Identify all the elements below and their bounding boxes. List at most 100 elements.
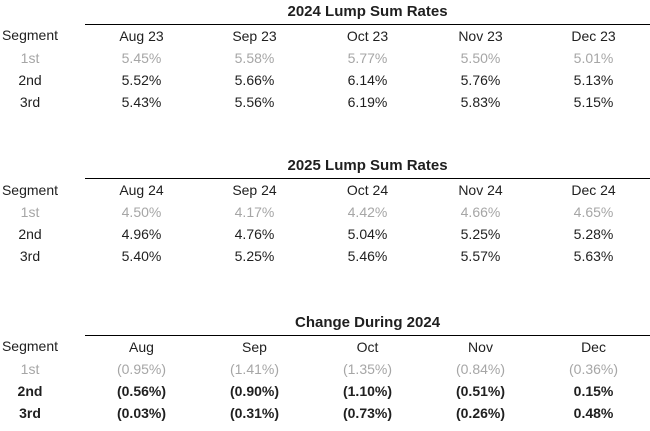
column-header: Nov 24 [458, 182, 503, 198]
rate-cell: 5.15% [573, 93, 614, 110]
column-header: Oct [356, 338, 379, 355]
column-header: Sep 24 [232, 182, 277, 198]
column-header: Aug 24 [119, 182, 164, 198]
rate-cell: 5.13% [573, 71, 614, 88]
table-row: 2nd 5.52% 5.66% 6.14% 5.76% 5.13% [0, 69, 650, 91]
table-row: 2nd 4.96% 4.76% 5.04% 5.25% 5.28% [0, 223, 650, 245]
rate-cell: 5.66% [234, 71, 275, 88]
segment-label: 1st [20, 49, 40, 66]
rate-cell: 5.43% [121, 93, 162, 110]
rate-cell: (0.90%) [229, 382, 280, 399]
table-row: 3rd 5.40% 5.25% 5.46% 5.57% 5.63% [0, 245, 650, 267]
column-header: Sep 23 [232, 27, 277, 44]
rate-cell: 5.52% [121, 71, 162, 88]
rate-cell: 4.66% [460, 204, 501, 220]
rate-cell: (1.35%) [342, 360, 393, 377]
rate-cell: 6.19% [347, 93, 388, 110]
table-row: 3rd 5.43% 5.56% 6.19% 5.83% 5.15% [0, 91, 650, 113]
column-header: Nov 23 [458, 27, 503, 44]
rate-cell: (0.03%) [116, 404, 167, 421]
rate-cell: 4.65% [573, 204, 614, 220]
segment-column-header: Segment [1, 181, 59, 198]
rate-cell: (0.73%) [342, 404, 393, 421]
column-header: Sep [242, 338, 267, 355]
rate-cell: 5.76% [460, 71, 501, 88]
table-title: 2025 Lump Sum Rates [85, 156, 650, 179]
column-header: Aug 23 [119, 27, 164, 44]
table-body: 1st 5.45% 5.58% 5.77% 5.50% 5.01% 2nd 5.52% 5.66… [0, 47, 650, 113]
table-body: 1st 4.50% 4.17% 4.42% 4.66% 4.65% 2nd 4.96% 4.76… [0, 201, 650, 267]
table-row: 1st 5.45% 5.58% 5.77% 5.50% 5.01% [0, 47, 650, 69]
title-left-spacer [0, 157, 85, 179]
segment-label: 3rd [19, 93, 41, 110]
table-body: 1st (0.95%) (1.41%) (1.35%) (0.84%) (0.36%) 2n… [0, 358, 650, 424]
segment-column-header: Segment [1, 338, 59, 355]
segment-column-header: Segment [1, 27, 59, 44]
column-header: Oct 24 [346, 182, 389, 198]
rate-cell: 4.17% [234, 204, 275, 220]
rate-cell: 5.56% [234, 93, 275, 110]
table-header-row: Segment Aug Sep Oct Nov Dec [0, 335, 650, 358]
table-title-row: 2024 Lump Sum Rates [0, 2, 650, 25]
rate-cell: 5.83% [460, 93, 501, 110]
table-title: 2024 Lump Sum Rates [85, 2, 650, 25]
table-title: Change During 2024 [85, 313, 650, 336]
column-header: Dec 24 [571, 182, 616, 198]
segment-label: 3rd [19, 248, 41, 264]
rate-cell: 5.50% [460, 49, 501, 66]
rate-cell: (0.84%) [455, 360, 506, 377]
column-header: Oct 23 [346, 27, 389, 44]
segment-label: 1st [20, 360, 40, 377]
table-row: 1st (0.95%) (1.41%) (1.35%) (0.84%) (0.36%) [0, 358, 650, 380]
table-row: 3rd (0.03%) (0.31%) (0.73%) (0.26%) 0.48% [0, 402, 650, 424]
rate-cell: (0.51%) [455, 382, 506, 399]
segment-label: 2nd [18, 71, 42, 88]
table-gap [0, 113, 650, 157]
segment-label: 1st [20, 204, 40, 220]
rate-cell: 5.01% [573, 49, 614, 66]
rate-cell: 5.63% [573, 248, 614, 264]
rate-cell: 5.58% [234, 49, 275, 66]
rate-cell: (0.26%) [455, 404, 506, 421]
rate-cell: 0.15% [573, 382, 614, 399]
rate-cell: 5.25% [460, 226, 501, 242]
title-left-spacer [0, 313, 85, 335]
table-row: 1st 4.50% 4.17% 4.42% 4.66% 4.65% [0, 201, 650, 223]
rates-table-2: 2025 Lump Sum Rates Segment Aug 24 Sep 24… [0, 156, 650, 268]
rates-table-1: 2024 Lump Sum Rates Segment Aug 23 Sep 23… [0, 2, 650, 113]
rate-cell: (0.36%) [569, 360, 619, 377]
rate-cell: 5.25% [234, 248, 275, 264]
rate-cell: (1.10%) [342, 382, 393, 399]
rates-table-3: Change During 2024 Segment Aug Sep Oct Nov D… [0, 313, 650, 424]
rate-cell: 5.40% [121, 248, 162, 264]
column-header: Nov [468, 338, 493, 355]
rate-cell: (0.56%) [116, 382, 167, 399]
rate-cell: 4.42% [347, 204, 388, 220]
rate-cell: 4.76% [234, 226, 275, 242]
segment-label: 2nd [18, 226, 42, 242]
title-left-spacer [0, 2, 85, 24]
rate-cell: 4.96% [121, 226, 162, 242]
segment-label: 3rd [19, 404, 41, 421]
rate-cell: (0.95%) [116, 360, 167, 377]
rate-cell: 6.14% [347, 71, 388, 88]
rate-cell: 5.04% [347, 226, 388, 242]
table-title-row: Change During 2024 [0, 313, 650, 336]
column-header: Aug [129, 338, 154, 355]
column-header: Dec 23 [571, 27, 616, 44]
tables-container: 2024 Lump Sum Rates Segment Aug 23 Sep 23… [0, 2, 650, 424]
rate-cell: 5.46% [347, 248, 388, 264]
column-header: Dec [581, 338, 606, 355]
table-header-row: Segment Aug 23 Sep 23 Oct 23 Nov 23 Dec 23 [0, 24, 650, 47]
rate-cell: 5.77% [347, 49, 388, 66]
table-row: 2nd (0.56%) (0.90%) (1.10%) (0.51%) 0.15% [0, 380, 650, 402]
rate-cell: (0.31%) [229, 404, 280, 421]
rate-cell: 4.50% [121, 204, 162, 220]
rate-cell: 5.45% [121, 49, 162, 66]
table-header-row: Segment Aug 24 Sep 24 Oct 24 Nov 24 Dec 24 [0, 179, 650, 202]
table-gap [0, 267, 650, 313]
rate-cell: 5.28% [573, 226, 614, 242]
rate-cell: 5.57% [460, 248, 501, 264]
rate-cell: 0.48% [573, 404, 614, 421]
rate-cell: (1.41%) [229, 360, 280, 377]
